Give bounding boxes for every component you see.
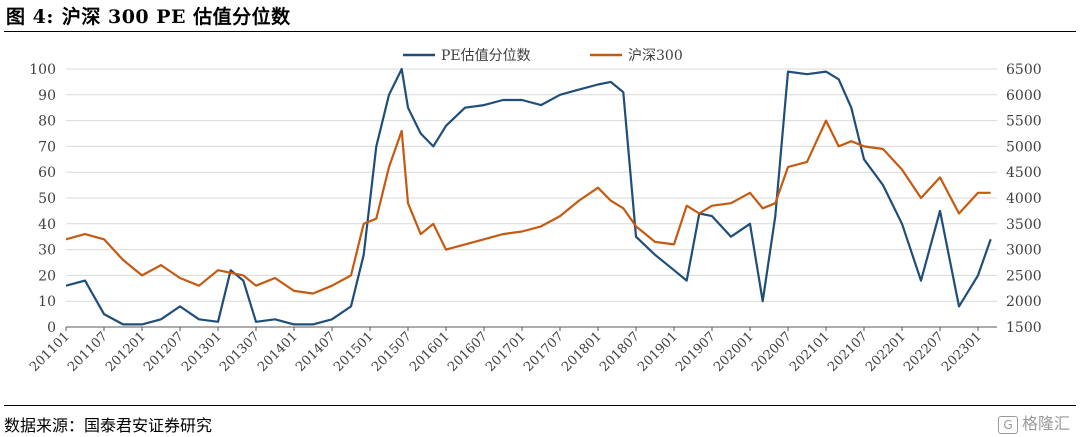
y-left-tick-label: 40	[38, 217, 56, 233]
legend-label: PE估值分位数	[441, 48, 531, 64]
x-tick-label: 201807	[597, 329, 643, 375]
y-left-tick-label: 90	[38, 88, 56, 104]
y-right-tick-label: 4500	[1006, 165, 1042, 181]
x-tick-label: 202107	[825, 329, 871, 375]
x-tick-label: 201607	[445, 329, 491, 375]
legend-label: 沪深300	[628, 48, 683, 64]
y-right-tick-label: 2500	[1006, 268, 1042, 284]
y-left-tick-label: 60	[38, 165, 56, 181]
y-right-tick-label: 2000	[1006, 294, 1042, 310]
x-tick-label: 201207	[141, 329, 187, 375]
x-tick-label: 202001	[711, 329, 757, 375]
bottom-rule	[4, 405, 1076, 406]
x-tick-label: 201407	[293, 329, 339, 375]
y-left-tick-label: 100	[29, 62, 56, 78]
watermark-logo-icon: G	[997, 415, 1018, 434]
x-tick-label: 201401	[255, 329, 301, 375]
x-tick-label: 202007	[749, 329, 795, 375]
watermark: G 格隆汇	[997, 410, 1070, 434]
y-left-tick-label: 30	[38, 243, 56, 259]
x-tick-label: 201801	[559, 329, 605, 375]
x-tick-label: 201307	[217, 329, 263, 375]
figure-title-text: 沪深 300 PE 估值分位数	[61, 6, 291, 28]
y-right-tick-label: 3500	[1006, 217, 1042, 233]
x-tick-label: 202301	[939, 329, 985, 375]
source-note: 数据来源：国泰君安证券研究	[4, 416, 213, 435]
y-left-tick-label: 10	[38, 294, 56, 310]
x-tick-label: 201701	[483, 329, 529, 375]
y-left-tick-label: 80	[38, 114, 56, 130]
y-right-tick-label: 6500	[1006, 62, 1042, 78]
x-tick-label: 201301	[179, 329, 225, 375]
y-right-tick-label: 1500	[1006, 320, 1042, 336]
x-tick-label: 201707	[521, 329, 567, 375]
y-left-tick-label: 0	[47, 320, 56, 336]
x-tick-label: 201601	[407, 329, 453, 375]
x-tick-label: 201501	[331, 329, 377, 375]
y-left-tick-label: 20	[38, 268, 56, 284]
y-right-tick-label: 3000	[1006, 243, 1042, 259]
pe-percentile-line	[65, 67, 992, 326]
x-tick-label: 202201	[863, 329, 909, 375]
y-right-tick-label: 4000	[1006, 191, 1042, 207]
x-tick-label: 201901	[635, 329, 681, 375]
figure-number: 图 4:	[6, 6, 54, 28]
x-tick-label: 201507	[369, 329, 415, 375]
top-rule	[4, 31, 1076, 32]
x-tick-label: 202207	[901, 329, 947, 375]
y-left-tick-label: 50	[38, 191, 56, 207]
y-left-tick-label: 70	[38, 139, 56, 155]
y-right-tick-label: 5000	[1006, 139, 1042, 155]
x-tick-label: 201107	[65, 329, 111, 375]
csi300-line	[65, 119, 991, 295]
x-tick-label: 201201	[103, 329, 149, 375]
x-tick-label: 201907	[673, 329, 719, 375]
x-tick-label: 201101	[27, 329, 73, 375]
y-right-tick-label: 6000	[1006, 88, 1042, 104]
x-tick-label: 202101	[787, 329, 833, 375]
y-right-tick-label: 5500	[1006, 114, 1042, 130]
watermark-text: 格隆汇	[1021, 414, 1070, 433]
figure-title: 图 4: 沪深 300 PE 估值分位数	[6, 2, 291, 29]
